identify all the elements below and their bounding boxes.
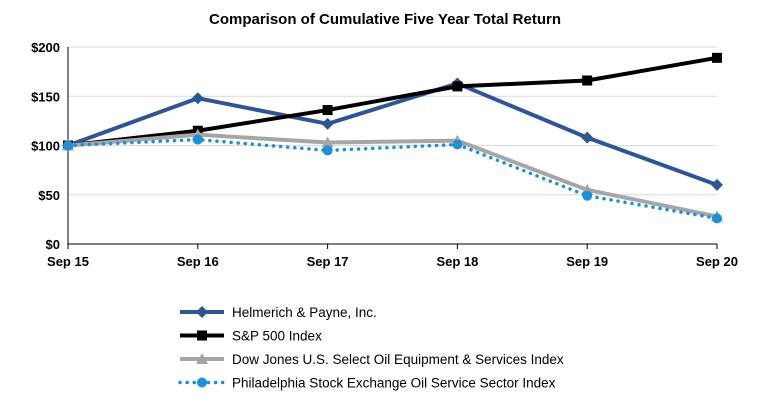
- data-point: [192, 134, 203, 145]
- axes: $0 $50 $100 $150 $200 Sep 15 Sep 16 Sep 17 Sep 1…: [31, 40, 738, 269]
- series-line: [66, 137, 719, 221]
- y-tick-label: $0: [46, 237, 60, 252]
- legend-label: S&P 500 Index: [232, 329, 322, 344]
- data-point: [452, 81, 463, 92]
- y-tick-label: $100: [31, 139, 60, 154]
- legend-marker: [196, 353, 208, 364]
- data-point: [321, 136, 334, 148]
- legend-item: Dow Jones U.S. Select Oil Equipment & Se…: [180, 352, 564, 367]
- x-tick-label: Sep 18: [436, 254, 478, 269]
- series-line: [67, 55, 718, 148]
- data-point: [191, 92, 204, 105]
- series-line: [67, 132, 718, 219]
- x-tick-label: Sep 19: [566, 254, 608, 269]
- x-tick-label: Sep 15: [47, 254, 89, 269]
- data-point: [712, 52, 722, 63]
- data-point: [581, 131, 594, 144]
- gridlines: [68, 46, 717, 196]
- data-point: [452, 139, 463, 150]
- data-point: [321, 117, 334, 130]
- data-point: [322, 105, 333, 116]
- legend-item: Philadelphia Stock Exchange Oil Service …: [178, 376, 556, 391]
- legend-label: Philadelphia Stock Exchange Oil Service …: [232, 376, 556, 391]
- data-point: [582, 190, 593, 201]
- chart-title: Comparison of Cumulative Five Year Total…: [209, 11, 561, 28]
- x-tick-label: Sep 20: [696, 254, 738, 269]
- y-tick-label: $50: [38, 188, 60, 203]
- series-group: [62, 52, 723, 224]
- legend-marker: [197, 377, 207, 388]
- legend-item: S&P 500 Index: [180, 329, 322, 344]
- data-point: [582, 75, 593, 86]
- legend-label: Helmerich & Payne, Inc.: [232, 305, 377, 320]
- data-point: [63, 140, 73, 151]
- y-tick-label: $200: [31, 40, 60, 55]
- data-point: [322, 145, 333, 156]
- data-point: [711, 178, 723, 191]
- y-tick-label: $150: [31, 89, 60, 104]
- series-philadelphia-stock-exchange-oil-service-sector-index: [63, 134, 722, 224]
- x-tick-label: Sep 16: [177, 254, 219, 269]
- legend: Helmerich & Payne, Inc. S&P 500 Index Dow …: [178, 305, 564, 391]
- legend-marker: [197, 330, 207, 341]
- legend-item: Helmerich & Payne, Inc.: [180, 305, 377, 320]
- legend-marker: [196, 306, 208, 318]
- x-tick-label: Sep 17: [307, 254, 349, 269]
- data-point: [712, 213, 722, 224]
- series-line: [67, 81, 718, 187]
- legend-label: Dow Jones U.S. Select Oil Equipment & Se…: [232, 352, 564, 367]
